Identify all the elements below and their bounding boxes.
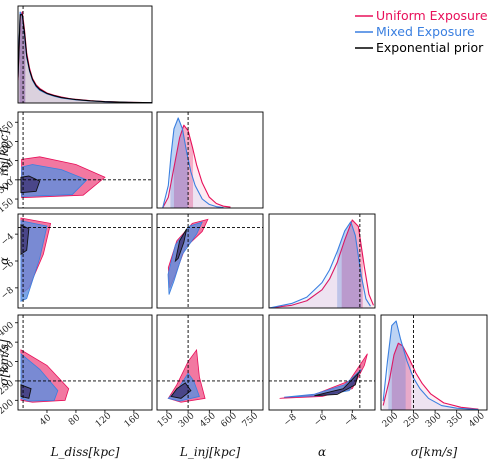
xtick-label-L_diss-0: 40 xyxy=(38,413,53,428)
pair-L_diss-sigma xyxy=(20,349,70,403)
marginal-curve-exponential-prior-L_diss xyxy=(18,14,152,103)
ytick-label-sigma-4: 400 xyxy=(0,320,16,339)
xlabel-L_inj: L_inj[kpc] xyxy=(179,445,241,459)
marginal-fill-mixed-exposure-L_inj xyxy=(162,118,224,208)
contour-mixed-L_diss-L_inj xyxy=(21,164,88,197)
legend-label-uniform: Uniform Exposure xyxy=(376,8,488,23)
xtick-label-alpha-1: −6 xyxy=(312,412,329,428)
xtick-label-L_diss-3: 160 xyxy=(123,411,143,430)
ytick-label-L_inj-0: 150 xyxy=(0,197,16,216)
xtick-label-L_diss-1: 80 xyxy=(67,413,82,428)
marginal-sigma xyxy=(382,320,479,410)
xtick-label-sigma-3: 350 xyxy=(446,411,466,430)
xtick-label-alpha-0: −8 xyxy=(282,412,299,428)
marginal-curve-mixed-exposure-sigma xyxy=(382,320,479,410)
xtick-label-L_inj-3: 600 xyxy=(219,411,239,430)
interval-mixed-exposure-L_diss xyxy=(19,12,26,103)
xtick-label-sigma-4: 400 xyxy=(467,411,487,430)
xtick-label-sigma-0: 200 xyxy=(381,411,401,430)
marginal-curve-uniform-exposure-sigma xyxy=(382,342,479,410)
interval-mixed-exposure-L_inj xyxy=(170,118,189,208)
marginal-L_inj xyxy=(162,117,231,208)
ytick-label-alpha-0: −8 xyxy=(0,285,16,301)
marginal-curve-uniform-exposure-L_inj xyxy=(162,124,231,208)
ytick-label-alpha-2: −4 xyxy=(0,232,16,248)
marginal-curve-uniform-exposure-alpha xyxy=(269,219,374,308)
panel-frame-L_diss xyxy=(17,5,153,104)
xtick-label-L_inj-4: 750 xyxy=(241,411,261,430)
pair-L_diss-L_inj xyxy=(20,156,106,199)
ytick-label-sigma-0: 200 xyxy=(0,398,16,417)
axis-labels: L_diss[kpc] L_inj[kpc] α σ[km/s] L_inj[kpc] α… xyxy=(0,130,458,459)
panel-frame-sigma xyxy=(380,314,488,411)
xtick-label-L_diss-2: 120 xyxy=(94,411,114,430)
marginal-fill-uniform-exposure-alpha xyxy=(269,220,374,308)
xtick-label-L_inj-2: 450 xyxy=(198,411,218,430)
marginal-L_diss xyxy=(18,11,152,103)
marginal-fill-exponential-prior-L_diss xyxy=(18,14,152,103)
xtick-label-L_inj-0: 150 xyxy=(156,411,176,430)
legend-label-prior: Exponential prior xyxy=(376,40,484,55)
interval-uniform-exposure-alpha xyxy=(341,220,363,308)
xlabel-sigma: σ[km/s] xyxy=(411,445,458,459)
panel-frame-alpha xyxy=(268,213,376,309)
pair-L_inj-sigma xyxy=(167,348,206,403)
xlabel-alpha: α xyxy=(318,445,326,459)
panel-frame-L_inj-sigma xyxy=(156,314,264,411)
ylabel-alpha: α xyxy=(0,257,11,265)
xlabel-L_diss: L_diss[kpc] xyxy=(50,445,120,459)
marginal-fill-mixed-exposure-sigma xyxy=(383,321,479,410)
legend-label-mixed: Mixed Exposure xyxy=(376,24,475,39)
contour-inner-alpha-sigma xyxy=(314,371,360,397)
legend: Uniform Exposure Mixed Exposure Exponent… xyxy=(355,8,488,55)
panel-frame-L_inj-alpha xyxy=(156,213,264,309)
xtick-label-alpha-2: −4 xyxy=(343,412,360,428)
ylabel-sigma: σ[km/s] xyxy=(0,339,11,386)
panel-frame-L_diss-L_inj xyxy=(17,111,153,209)
xtick-label-sigma-2: 300 xyxy=(424,411,444,430)
contour-inner-L_inj-alpha xyxy=(174,228,188,263)
pair-L_diss-alpha xyxy=(20,217,52,302)
contour-inner-L_diss-sigma xyxy=(20,384,32,399)
marginal-fill-mixed-exposure-L_diss xyxy=(18,12,152,103)
interval-uniform-exposure-L_diss xyxy=(19,12,26,103)
ylabel-L_inj: L_inj[kpc] xyxy=(0,130,11,192)
marginal-curve-mixed-exposure-L_inj xyxy=(162,117,224,208)
panel-frame-L_inj xyxy=(156,111,264,209)
marginal-fill-uniform-exposure-L_diss xyxy=(18,12,152,103)
pair-L_inj-alpha xyxy=(167,218,209,295)
panel-frame-L_diss-sigma xyxy=(17,314,153,411)
xtick-label-L_inj-1: 300 xyxy=(177,411,197,430)
panels xyxy=(17,5,488,411)
xtick-label-sigma-1: 250 xyxy=(402,411,422,430)
marginal-fill-mixed-exposure-alpha xyxy=(269,221,371,308)
marginal-curve-mixed-exposure-alpha xyxy=(269,221,371,308)
pair-alpha-sigma xyxy=(279,353,368,399)
marginal-alpha xyxy=(269,219,374,308)
